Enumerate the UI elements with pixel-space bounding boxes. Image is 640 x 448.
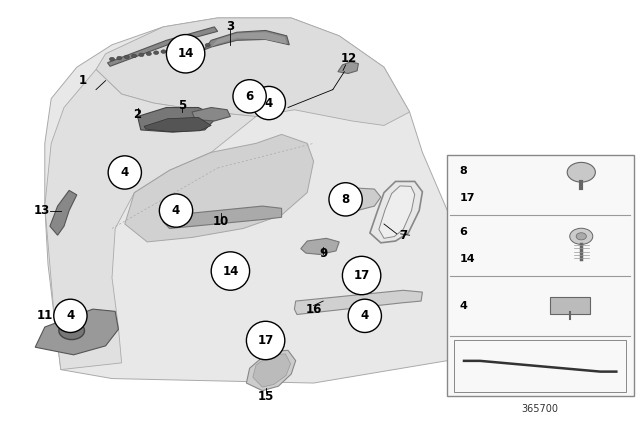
- Polygon shape: [138, 108, 218, 132]
- Circle shape: [109, 57, 115, 61]
- Text: 17: 17: [257, 334, 274, 347]
- Polygon shape: [144, 117, 211, 132]
- Circle shape: [154, 51, 159, 55]
- Circle shape: [567, 162, 595, 182]
- FancyBboxPatch shape: [447, 155, 634, 396]
- Text: 12: 12: [340, 52, 357, 65]
- Polygon shape: [294, 290, 422, 314]
- Circle shape: [59, 322, 84, 340]
- Ellipse shape: [159, 194, 193, 227]
- Polygon shape: [50, 190, 77, 235]
- Circle shape: [576, 233, 586, 240]
- Polygon shape: [35, 309, 118, 355]
- Text: 4: 4: [361, 309, 369, 323]
- Text: 11: 11: [36, 309, 53, 323]
- Text: 17: 17: [353, 269, 370, 282]
- Ellipse shape: [348, 299, 381, 332]
- Text: 365700: 365700: [522, 404, 559, 414]
- Circle shape: [570, 228, 593, 245]
- Text: 4: 4: [67, 309, 74, 323]
- Text: 15: 15: [257, 390, 274, 403]
- Polygon shape: [163, 206, 282, 228]
- Text: 4: 4: [265, 96, 273, 110]
- Text: 3: 3: [227, 20, 234, 34]
- Text: 10: 10: [212, 215, 229, 228]
- Polygon shape: [243, 96, 285, 113]
- Circle shape: [139, 53, 144, 56]
- Text: 17: 17: [460, 193, 475, 203]
- Text: 8: 8: [460, 167, 467, 177]
- Circle shape: [116, 56, 122, 60]
- Ellipse shape: [108, 156, 141, 189]
- Circle shape: [168, 49, 173, 52]
- Ellipse shape: [252, 86, 285, 120]
- FancyBboxPatch shape: [550, 297, 590, 314]
- Text: 4: 4: [172, 204, 180, 217]
- Text: 9: 9: [319, 246, 327, 260]
- Text: 4: 4: [121, 166, 129, 179]
- Circle shape: [124, 55, 129, 59]
- Circle shape: [146, 52, 152, 56]
- Polygon shape: [96, 18, 410, 125]
- Polygon shape: [108, 27, 218, 66]
- Polygon shape: [379, 186, 415, 238]
- Polygon shape: [192, 108, 230, 121]
- Polygon shape: [125, 134, 314, 242]
- Text: 7: 7: [399, 228, 407, 242]
- Polygon shape: [301, 238, 339, 254]
- Text: 8: 8: [342, 193, 349, 206]
- Polygon shape: [330, 188, 381, 211]
- Polygon shape: [45, 69, 256, 370]
- Polygon shape: [45, 18, 467, 383]
- Text: 13: 13: [33, 204, 50, 217]
- Text: 6: 6: [460, 227, 467, 237]
- Text: 5: 5: [179, 99, 186, 112]
- Polygon shape: [246, 350, 296, 391]
- Ellipse shape: [233, 80, 266, 113]
- Polygon shape: [338, 62, 358, 73]
- Text: 4: 4: [460, 301, 467, 311]
- FancyBboxPatch shape: [454, 340, 626, 392]
- Ellipse shape: [342, 256, 381, 295]
- Polygon shape: [253, 354, 291, 387]
- Ellipse shape: [211, 252, 250, 290]
- Circle shape: [132, 54, 137, 58]
- Circle shape: [205, 43, 210, 47]
- Ellipse shape: [246, 321, 285, 360]
- Circle shape: [191, 46, 196, 49]
- Ellipse shape: [54, 299, 87, 332]
- Ellipse shape: [166, 34, 205, 73]
- Text: 6: 6: [246, 90, 253, 103]
- Polygon shape: [211, 32, 287, 47]
- Circle shape: [161, 50, 166, 53]
- Text: 14: 14: [222, 264, 239, 278]
- Text: 16: 16: [305, 302, 322, 316]
- Circle shape: [198, 44, 203, 48]
- Text: 14: 14: [460, 254, 475, 263]
- Circle shape: [175, 47, 180, 51]
- Ellipse shape: [329, 183, 362, 216]
- Text: 1: 1: [79, 74, 87, 87]
- Text: 2: 2: [134, 108, 141, 121]
- Text: 14: 14: [177, 47, 194, 60]
- Circle shape: [183, 47, 188, 50]
- Polygon shape: [204, 30, 289, 50]
